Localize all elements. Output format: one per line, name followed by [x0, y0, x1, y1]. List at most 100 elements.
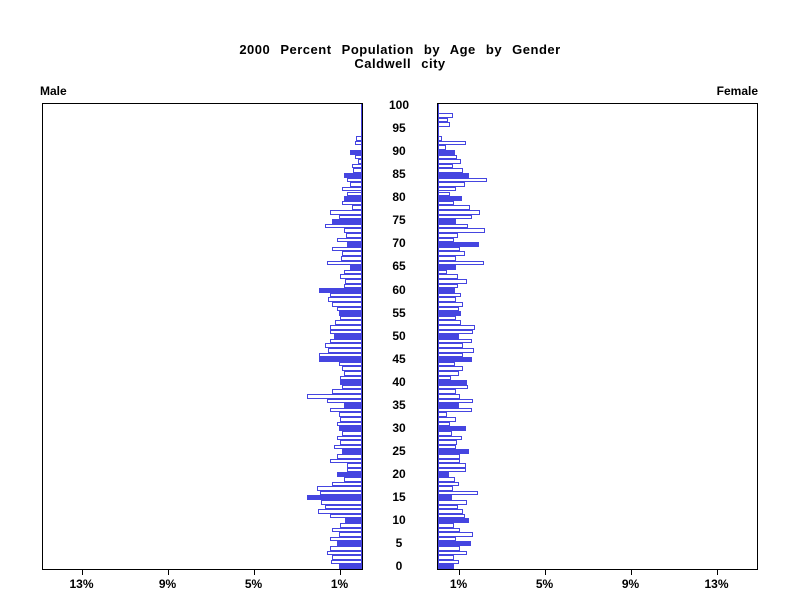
- female-bar-age-24: [438, 453, 460, 459]
- male-bar-age-76: [338, 214, 362, 220]
- age-tick-label-80: 80: [392, 190, 406, 205]
- female-bar-age-5: [438, 541, 471, 546]
- male-bar-age-82: [342, 186, 362, 192]
- male-bar-age-85: [343, 173, 362, 178]
- male-bar-age-30: [338, 426, 362, 431]
- female-bar-age-82: [438, 186, 457, 192]
- male-bar-age-90: [349, 150, 362, 155]
- female-bar-age-68: [438, 251, 465, 256]
- age-tick-label-30: 30: [392, 420, 406, 435]
- female-bar-age-25: [438, 449, 469, 454]
- male-bar-age-53: [335, 320, 362, 325]
- female-bar-age-43: [438, 366, 464, 372]
- female-bar-age-64: [438, 269, 448, 275]
- x-tick-female-1: [458, 569, 460, 575]
- male-bar-age-84: [346, 177, 362, 183]
- age-tick-label-10: 10: [392, 512, 406, 527]
- female-bar-age-42: [438, 371, 459, 376]
- female-bar-age-22: [438, 463, 467, 468]
- male-bar-age-51: [330, 329, 362, 335]
- female-bar-age-84: [438, 177, 488, 183]
- female-bar-age-14: [438, 499, 468, 505]
- male-bar-age-11: [329, 513, 362, 519]
- female-bar-age-26: [438, 444, 457, 450]
- female-bar-age-72: [438, 232, 458, 238]
- age-tick-label-65: 65: [392, 259, 406, 274]
- female-bar-age-49: [438, 338, 472, 344]
- x-tick-male-5: [253, 569, 255, 575]
- x-tick-label-male-1: 1%: [330, 577, 349, 591]
- male-bar-age-0: [339, 564, 362, 569]
- female-bar-age-21: [438, 467, 467, 473]
- male-bar-age-40: [340, 380, 362, 385]
- age-tick-label-85: 85: [392, 167, 406, 182]
- male-bar-age-81: [346, 191, 362, 197]
- male-bar-age-41: [340, 375, 362, 381]
- female-bar-age-39: [438, 384, 469, 390]
- female-bar-age-11: [438, 513, 465, 519]
- male-bar-age-15: [306, 495, 362, 500]
- male-panel-label: Male: [40, 84, 67, 98]
- male-bar-age-47: [328, 348, 362, 353]
- age-tick-label-100: 100: [388, 98, 410, 113]
- male-bar-age-2: [331, 555, 362, 560]
- x-tick-male-13: [81, 569, 83, 575]
- male-bar-age-6: [330, 536, 362, 542]
- male-bar-age-21: [346, 467, 362, 473]
- male-bar-age-31: [336, 421, 362, 427]
- male-bar-age-50: [333, 334, 362, 339]
- age-tick-label-20: 20: [392, 466, 406, 481]
- male-bar-age-28: [336, 435, 362, 441]
- male-bar-age-83: [350, 182, 362, 187]
- male-bar-age-88: [357, 159, 362, 164]
- female-bar-age-59: [438, 292, 462, 298]
- female-bar-age-73: [438, 228, 485, 233]
- male-bar-age-92: [355, 140, 362, 146]
- male-bar-age-9: [340, 522, 362, 528]
- male-bar-age-65: [350, 265, 362, 270]
- male-bar-age-39: [342, 384, 362, 390]
- male-bar-age-72: [345, 232, 362, 238]
- female-bar-age-33: [438, 412, 448, 418]
- female-bar-age-70: [438, 242, 479, 247]
- male-bar-age-93: [356, 136, 362, 141]
- female-bar-age-27: [438, 440, 458, 445]
- x-tick-label-female-5: 5%: [535, 577, 554, 591]
- female-bar-age-55: [438, 311, 461, 316]
- male-bar-age-16: [320, 490, 362, 496]
- female-bar-age-9: [438, 522, 455, 528]
- male-bar-age-79: [342, 200, 362, 206]
- female-bar-age-86: [438, 168, 464, 174]
- male-bar-age-7: [339, 532, 362, 537]
- female-bar-age-0: [438, 564, 455, 569]
- female-bar-age-53: [438, 320, 462, 325]
- female-bar-age-41: [438, 375, 451, 381]
- female-bar-age-96: [438, 122, 450, 128]
- female-bar-age-89: [438, 154, 458, 160]
- age-tick-label-0: 0: [395, 558, 403, 573]
- female-bar-age-46: [438, 352, 464, 358]
- male-bar-age-52: [330, 325, 362, 330]
- age-tick-label-15: 15: [392, 489, 406, 504]
- male-bar-age-75: [331, 219, 362, 224]
- male-bar-age-12: [317, 509, 362, 514]
- female-bar-age-61: [438, 283, 458, 289]
- male-bar-age-48: [325, 343, 362, 349]
- female-bar-age-31: [438, 421, 450, 427]
- female-bar-age-71: [438, 237, 455, 243]
- age-tick-label-25: 25: [392, 443, 406, 458]
- female-bar-age-56: [438, 306, 459, 312]
- female-bar-age-8: [438, 527, 460, 533]
- female-bar-age-58: [438, 297, 457, 302]
- male-bar-age-59: [330, 292, 362, 298]
- male-bar-age-80: [343, 196, 362, 201]
- female-bar-age-29: [438, 430, 452, 436]
- female-bar-age-16: [438, 490, 478, 496]
- female-panel-label: Female: [716, 84, 758, 98]
- male-bar-age-55: [338, 311, 362, 316]
- age-tick-label-90: 90: [392, 144, 406, 159]
- female-bar-age-6: [438, 536, 457, 542]
- x-tick-male-1: [339, 569, 341, 575]
- female-bar-age-69: [438, 246, 460, 252]
